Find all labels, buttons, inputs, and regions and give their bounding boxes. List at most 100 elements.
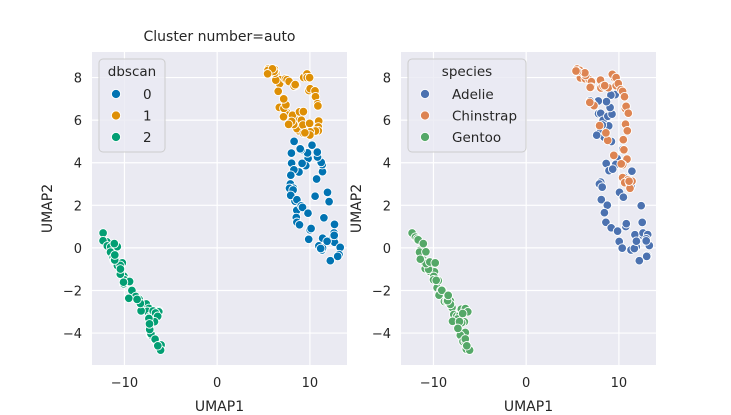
y-tick-label: 4 [74,157,82,172]
data-point [144,319,155,329]
data-point [443,290,453,301]
data-point [310,191,320,201]
data-point [289,136,299,147]
x-tick-label: 0 [213,376,221,391]
y-tick-label: −4 [63,327,82,342]
data-point [596,194,607,205]
data-point [585,97,595,108]
data-point [585,82,595,93]
data-point [294,220,305,230]
data-point [300,128,310,138]
legend-marker [419,88,431,100]
data-point [641,251,652,262]
data-point [324,196,334,207]
data-point [278,112,289,122]
chart-2: −10 0 10 −4 −2 0 2 4 6 8 UMAP1 UMAP2 species Adelie Ch… [349,52,656,415]
chart-title: Cluster number=auto [143,29,295,45]
data-point [286,170,296,180]
x-axis-label: UMAP1 [195,399,244,411]
legend: dbscan 0 1 2 [98,58,166,153]
data-point [304,118,315,129]
data-point [622,126,633,136]
points [407,64,655,355]
data-point [619,145,629,155]
data-point [286,148,297,158]
data-point [298,106,309,117]
data-point [599,80,610,91]
data-point [631,236,642,246]
y-axis-label: UMAP2 [349,184,365,233]
data-point [311,174,322,184]
y-tick-label: 8 [383,72,391,87]
y-tick-label: 2 [74,199,82,214]
legend-marker [110,88,122,100]
x-tick-label: −10 [111,376,138,391]
data-point [594,120,605,131]
points [98,64,345,355]
series-0 [284,136,345,266]
legend-item: 0 [110,87,152,103]
legend-item: Adelie [419,87,494,103]
legend-title: dbscan [108,64,156,80]
data-point [623,108,634,118]
data-point [618,134,629,145]
data-point [641,236,651,246]
data-point [325,255,336,266]
data-point [283,119,294,130]
series-gentoo [407,228,475,355]
data-point [262,69,273,79]
y-tick-label: 0 [383,242,391,257]
legend-label: 1 [143,109,152,125]
data-point [315,243,326,254]
legend-box [98,58,166,153]
data-point [115,264,126,274]
data-point [421,247,431,257]
data-point [437,285,447,296]
legend-item: 1 [110,109,152,125]
data-point [636,200,646,211]
data-point [601,128,611,138]
legend-label: 0 [143,87,152,103]
data-point [621,218,632,229]
data-point [599,207,610,218]
data-point [609,150,619,161]
y-tick-label: 6 [383,114,391,129]
data-point [109,238,120,249]
data-point [303,234,314,245]
data-point [297,202,308,213]
x-tick-label: 0 [522,376,530,391]
legend-box [407,58,527,153]
data-point [322,236,332,247]
legend-item: 2 [110,130,152,146]
data-point [312,147,323,157]
x-tick-label: 10 [611,376,628,391]
data-point [607,164,618,174]
data-point [118,277,129,287]
data-point [132,294,142,305]
data-point [462,341,472,351]
data-point [601,96,612,107]
data-point [430,258,440,268]
data-point [303,208,313,218]
legend-marker [419,110,431,121]
data-point [278,94,289,104]
legend-label: Adelie [452,87,494,103]
data-point [329,230,339,241]
y-tick-label: −4 [372,327,391,342]
legend-item: Gentoo [419,130,501,146]
data-point [290,79,300,90]
data-point [110,250,120,260]
y-tick-label: 6 [74,114,82,129]
y-tick-label: −2 [372,284,391,299]
data-point [153,341,163,351]
y-tick-label: 0 [74,242,82,257]
x-tick-label: −10 [420,376,447,391]
data-point [319,213,329,223]
data-point [627,166,637,176]
data-point [616,159,626,169]
data-point [453,323,463,334]
series-2 [98,228,166,355]
data-point [313,101,323,111]
data-point [273,86,283,97]
